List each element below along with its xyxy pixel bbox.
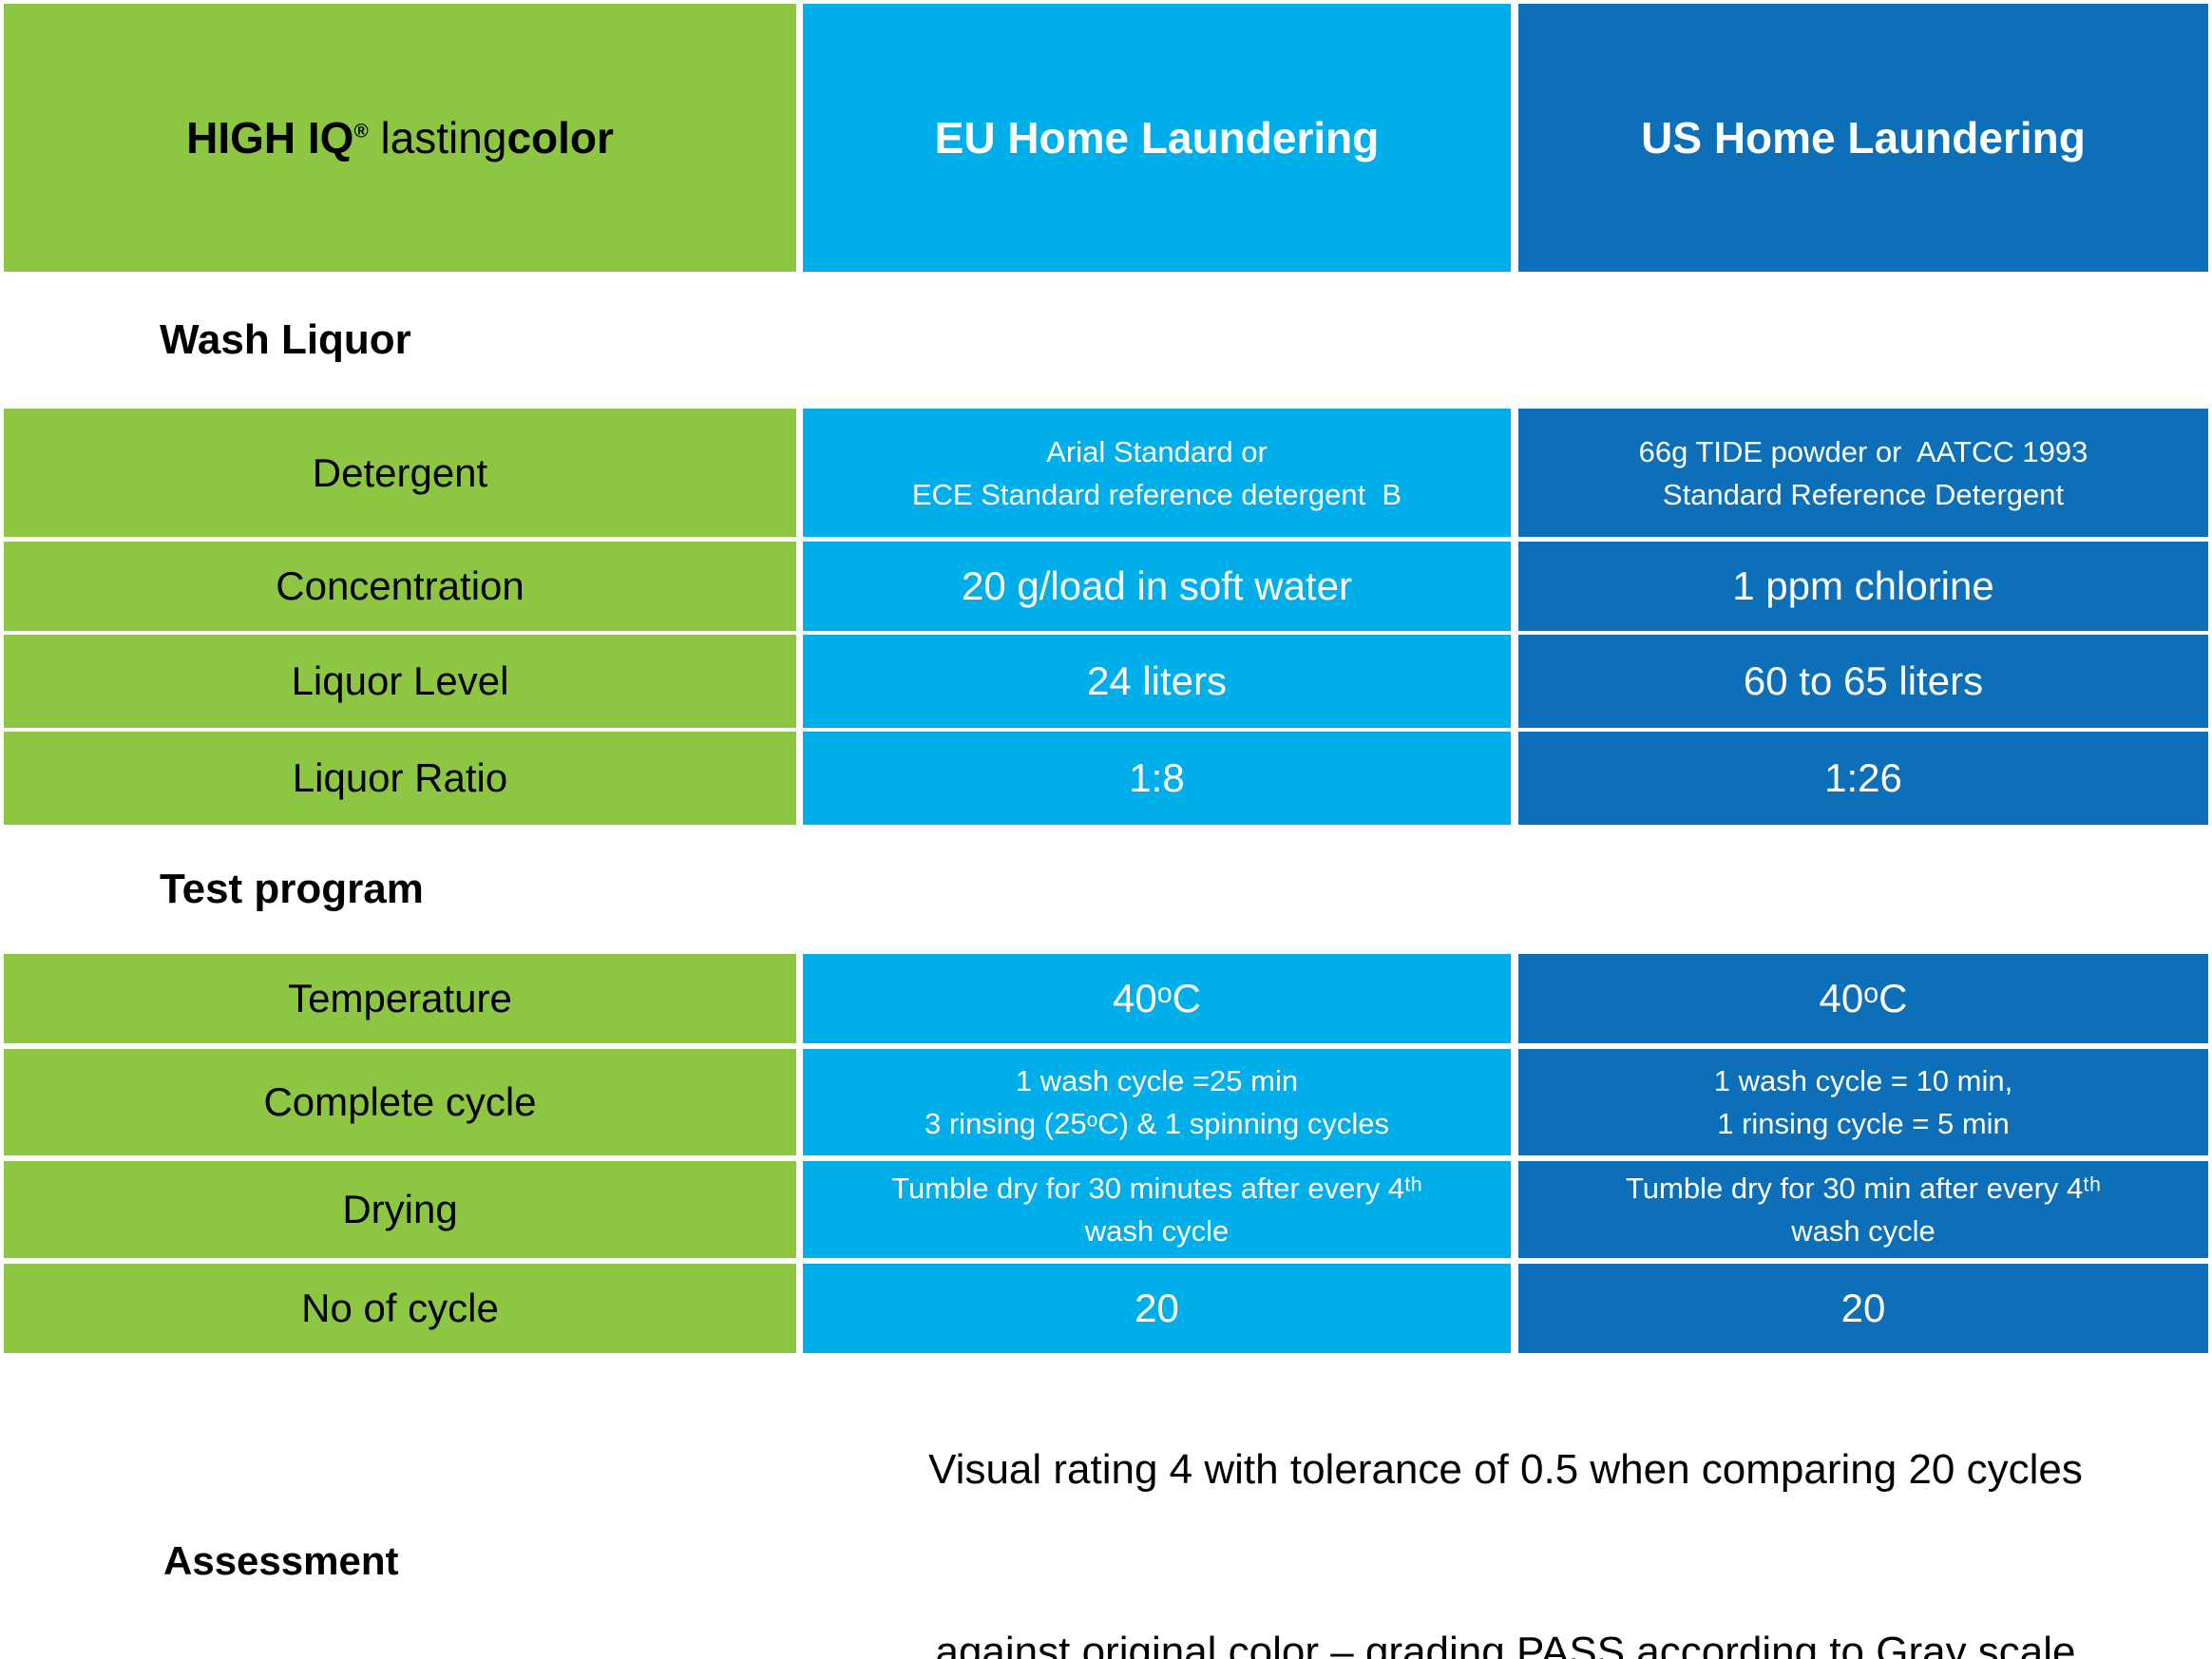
us-value-cell: 66g TIDE powder or AATCC 1993 Standard R… (1518, 409, 2208, 537)
eu-value-cell: 40ᵒC (803, 954, 1511, 1043)
us-value-cell: 60 to 65 liters (1518, 635, 2208, 728)
us-value-line: 1 wash cycle = 10 min, (1713, 1064, 2013, 1097)
us-value-cell: 1 ppm chlorine (1518, 542, 2208, 631)
us-value: 40ᵒC (1819, 976, 1908, 1020)
assessment-label: Assessment (163, 1538, 399, 1583)
us-value: 20 (1840, 1286, 1886, 1330)
row-label-cell: Detergent (4, 409, 796, 537)
eu-value-cell: 20 g/load in soft water (803, 542, 1511, 631)
eu-value: 24 liters (1086, 658, 1228, 703)
row-label: No of cycle (301, 1286, 499, 1330)
eu-value-cell: 1 wash cycle =25 min 3 rinsing (25ᵒC) & … (803, 1049, 1511, 1155)
test-program-title: Test program (160, 866, 424, 912)
table-row-no-of-cycle: No of cycle 20 20 (0, 1264, 2212, 1353)
eu-value-line: 3 rinsing (25ᵒC) & 1 spinning cycles (925, 1107, 1389, 1140)
assessment-text: Visual rating 4 with tolerance of 0.5 wh… (803, 1318, 2208, 1659)
header-product-cell: HIGH IQ® lastingcolor (4, 4, 796, 272)
table-header-row: HIGH IQ® lastingcolor EU Home Laundering… (0, 4, 2212, 272)
us-value: 1:26 (1824, 755, 1902, 800)
eu-value-line: ECE Standard reference detergent B (911, 477, 1402, 511)
table-row-temperature: Temperature 40ᵒC 40ᵒC (0, 954, 2212, 1043)
row-label: Temperature (288, 976, 512, 1020)
eu-value: 40ᵒC (1113, 976, 1201, 1020)
section-test-program: Test program (0, 825, 2212, 954)
row-label-cell: Temperature (4, 954, 796, 1043)
us-value-line: Standard Reference Detergent (1662, 477, 2065, 511)
product-title-bold2: color (506, 113, 614, 162)
eu-value-cell: Tumble dry for 30 minutes after every 4ᵗ… (803, 1161, 1511, 1258)
us-value-cell: 1 wash cycle = 10 min, 1 rinsing cycle =… (1518, 1049, 2208, 1155)
eu-value: 1:8 (1129, 755, 1185, 800)
eu-value: 20 g/load in soft water (962, 563, 1352, 608)
us-value-cell: 20 (1518, 1264, 2208, 1353)
row-label-cell: Liquor Level (4, 635, 796, 728)
eu-column-title: EU Home Laundering (934, 113, 1380, 162)
us-value-cell: Tumble dry for 30 min after every 4ᵗʰ wa… (1518, 1161, 2208, 1258)
eu-value: 20 (1135, 1286, 1179, 1330)
us-value-cell: 40ᵒC (1518, 954, 2208, 1043)
eu-value-line: Tumble dry for 30 minutes after every 4ᵗ… (891, 1172, 1422, 1205)
product-title-regular: lasting (368, 113, 507, 162)
table-row-complete-cycle: Complete cycle 1 wash cycle =25 min 3 ri… (0, 1049, 2212, 1155)
row-label: Drying (342, 1187, 458, 1231)
row-label-cell: Liquor Ratio (4, 732, 796, 825)
us-value-line: 1 rinsing cycle = 5 min (1717, 1107, 2010, 1140)
us-value-line: Tumble dry for 30 min after every 4ᵗʰ (1626, 1172, 2101, 1205)
section-wash-liquor: Wash Liquor (0, 272, 2212, 409)
row-label-cell: No of cycle (4, 1264, 796, 1353)
eu-value-cell: 20 (803, 1264, 1511, 1353)
eu-value-cell: 1:8 (803, 732, 1511, 825)
row-label: Liquor Level (291, 658, 509, 703)
assessment-text-line: against original color – grading PASS ac… (935, 1629, 2076, 1659)
table-row-liquor-ratio: Liquor Ratio 1:8 1:26 (0, 732, 2212, 825)
us-value-line: wash cycle (1791, 1214, 1936, 1248)
row-label: Concentration (276, 563, 524, 608)
us-value-line: 66g TIDE powder or AATCC 1993 (1638, 434, 2088, 468)
header-eu-column: EU Home Laundering (803, 4, 1511, 272)
wash-liquor-title: Wash Liquor (160, 316, 411, 363)
row-label: Complete cycle (263, 1079, 537, 1124)
assessment-row: Assessment Visual rating 4 with toleranc… (0, 1446, 2212, 1659)
table-row-detergent: Detergent Arial Standard or ECE Standard… (0, 409, 2212, 537)
row-label: Detergent (312, 449, 488, 495)
assessment-text-line: Visual rating 4 with tolerance of 0.5 wh… (928, 1446, 2083, 1493)
product-title-bold: HIGH IQ (186, 113, 354, 162)
registered-trademark-symbol: ® (353, 120, 369, 143)
eu-value-line: 1 wash cycle =25 min (1015, 1064, 1299, 1097)
us-value-cell: 1:26 (1518, 732, 2208, 825)
eu-value-cell: Arial Standard or ECE Standard reference… (803, 409, 1511, 537)
eu-value-cell: 24 liters (803, 635, 1511, 728)
row-label-cell: Drying (4, 1161, 796, 1258)
row-label-cell: Concentration (4, 542, 796, 631)
table-row-concentration: Concentration 20 g/load in soft water 1 … (0, 542, 2212, 631)
product-title: HIGH IQ® lastingcolor (186, 112, 614, 163)
us-column-title: US Home Laundering (1641, 113, 2086, 162)
table-row-drying: Drying Tumble dry for 30 minutes after e… (0, 1161, 2212, 1258)
row-label-cell: Complete cycle (4, 1049, 796, 1155)
table-row-liquor-level: Liquor Level 24 liters 60 to 65 liters (0, 635, 2212, 728)
eu-value-line: Arial Standard or (1046, 434, 1268, 468)
us-value: 60 to 65 liters (1743, 658, 1984, 703)
row-label: Liquor Ratio (292, 755, 508, 800)
us-value: 1 ppm chlorine (1732, 563, 1994, 608)
eu-value-line: wash cycle (1084, 1214, 1230, 1248)
header-us-column: US Home Laundering (1518, 4, 2208, 272)
